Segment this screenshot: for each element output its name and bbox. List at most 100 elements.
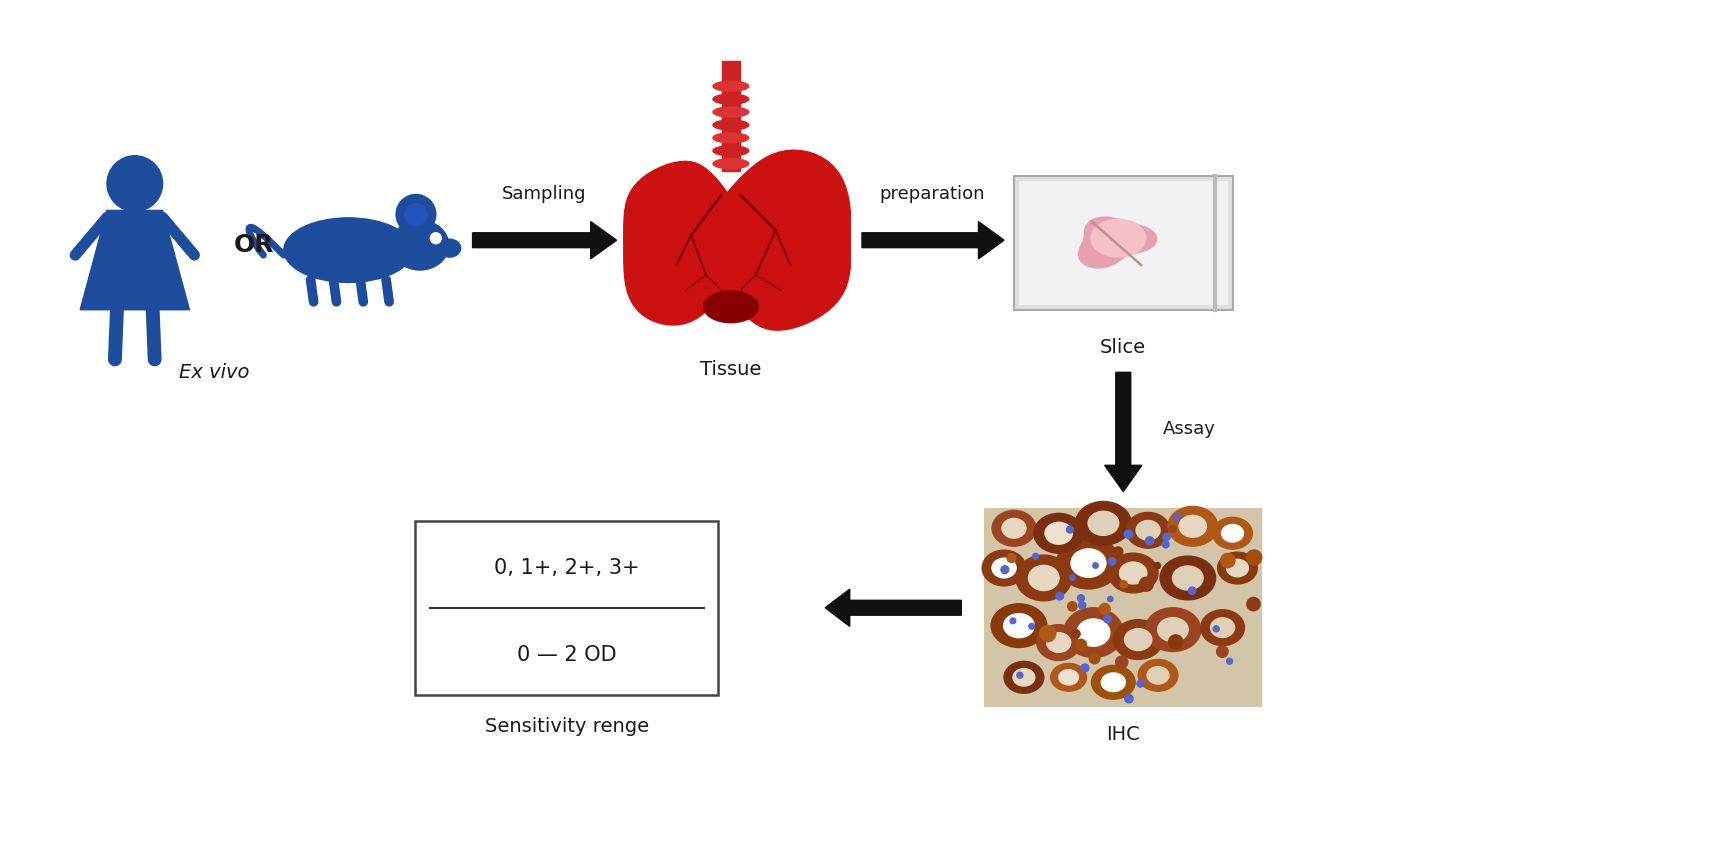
Circle shape: [1000, 565, 1009, 574]
Text: Assay: Assay: [1164, 420, 1215, 438]
Circle shape: [1116, 656, 1128, 668]
Ellipse shape: [1050, 663, 1086, 691]
Circle shape: [1069, 575, 1074, 580]
Circle shape: [1078, 602, 1086, 609]
Circle shape: [1124, 530, 1133, 538]
Bar: [985, 508, 1262, 707]
Circle shape: [1067, 602, 1076, 611]
Circle shape: [1217, 646, 1227, 657]
Ellipse shape: [703, 291, 758, 322]
Ellipse shape: [713, 133, 749, 143]
Ellipse shape: [1047, 633, 1071, 652]
Circle shape: [1007, 554, 1016, 562]
Circle shape: [406, 203, 426, 225]
Ellipse shape: [992, 511, 1037, 546]
Ellipse shape: [1136, 521, 1160, 540]
Circle shape: [1188, 587, 1196, 594]
Circle shape: [1169, 526, 1176, 533]
Ellipse shape: [1088, 511, 1119, 535]
Ellipse shape: [1078, 619, 1110, 647]
Ellipse shape: [713, 146, 749, 156]
Text: Slice: Slice: [1100, 338, 1147, 357]
Ellipse shape: [713, 159, 749, 169]
Circle shape: [1071, 630, 1080, 638]
Ellipse shape: [1202, 609, 1245, 646]
Text: IHC: IHC: [1107, 726, 1140, 744]
Ellipse shape: [1092, 219, 1145, 257]
Bar: [416, 521, 719, 695]
Circle shape: [1040, 625, 1055, 641]
Circle shape: [1124, 695, 1133, 703]
Circle shape: [1169, 635, 1183, 649]
Circle shape: [1098, 603, 1110, 614]
Ellipse shape: [1004, 662, 1043, 693]
Circle shape: [395, 194, 437, 235]
Ellipse shape: [1212, 517, 1253, 549]
Polygon shape: [1078, 217, 1157, 268]
Circle shape: [1030, 624, 1035, 629]
Circle shape: [1033, 554, 1038, 560]
Circle shape: [1162, 541, 1169, 548]
Circle shape: [1136, 680, 1143, 687]
Circle shape: [1018, 672, 1023, 679]
Ellipse shape: [1138, 659, 1178, 691]
Ellipse shape: [1028, 565, 1059, 591]
Ellipse shape: [1217, 552, 1257, 584]
Circle shape: [1078, 595, 1085, 602]
Ellipse shape: [1114, 619, 1164, 659]
Text: 0 — 2 OD: 0 — 2 OD: [517, 645, 617, 665]
Circle shape: [1174, 514, 1179, 520]
Circle shape: [1114, 547, 1123, 556]
Ellipse shape: [1210, 618, 1234, 637]
Circle shape: [1011, 618, 1016, 624]
Circle shape: [1090, 653, 1100, 663]
Ellipse shape: [1102, 673, 1126, 691]
Ellipse shape: [1157, 618, 1188, 641]
Circle shape: [1109, 558, 1116, 565]
Circle shape: [1214, 625, 1219, 632]
Circle shape: [430, 233, 442, 244]
Ellipse shape: [1119, 562, 1147, 584]
Ellipse shape: [1227, 560, 1248, 576]
Circle shape: [1220, 554, 1234, 568]
Ellipse shape: [1179, 516, 1207, 538]
Text: preparation: preparation: [880, 186, 985, 203]
Polygon shape: [708, 150, 851, 330]
FancyArrow shape: [1105, 372, 1141, 491]
Ellipse shape: [1016, 555, 1071, 601]
Ellipse shape: [992, 558, 1016, 578]
Circle shape: [1076, 639, 1086, 650]
Ellipse shape: [1124, 629, 1152, 651]
Circle shape: [1081, 664, 1088, 672]
Ellipse shape: [1222, 524, 1243, 542]
Ellipse shape: [284, 218, 413, 283]
Ellipse shape: [1172, 566, 1203, 590]
Ellipse shape: [1057, 538, 1121, 589]
Circle shape: [1121, 581, 1128, 588]
Bar: [1014, 176, 1233, 311]
Bar: [722, 62, 739, 170]
Ellipse shape: [1002, 518, 1026, 538]
Circle shape: [1246, 550, 1262, 565]
Ellipse shape: [1071, 549, 1105, 577]
Ellipse shape: [392, 220, 449, 270]
Ellipse shape: [713, 107, 749, 117]
Ellipse shape: [713, 95, 749, 104]
Ellipse shape: [1147, 667, 1169, 684]
Circle shape: [1162, 533, 1171, 540]
Ellipse shape: [1045, 522, 1073, 544]
Ellipse shape: [713, 120, 749, 130]
Circle shape: [107, 156, 163, 211]
Ellipse shape: [1004, 614, 1035, 638]
Polygon shape: [624, 161, 741, 325]
Ellipse shape: [1109, 553, 1159, 592]
Text: Sampling: Sampling: [502, 186, 586, 203]
Bar: [1019, 181, 1227, 306]
Circle shape: [1055, 592, 1064, 600]
FancyArrow shape: [861, 222, 1004, 259]
Circle shape: [1093, 563, 1098, 568]
Text: Ex vivo: Ex vivo: [179, 363, 249, 381]
Ellipse shape: [1012, 668, 1035, 686]
Ellipse shape: [1033, 513, 1083, 553]
Circle shape: [1153, 562, 1160, 569]
